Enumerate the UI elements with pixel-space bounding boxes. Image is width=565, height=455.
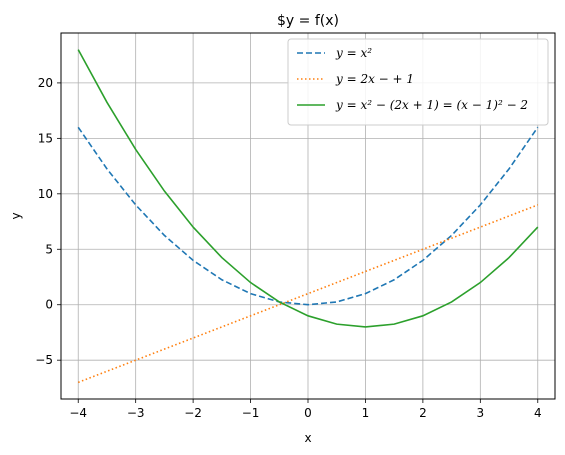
y-axis-ticks: −5 0 5 10 15 20	[35, 76, 61, 367]
legend-label-difference: y = x² − (2x + 1) = (x − 1)² − 2	[335, 98, 528, 112]
y-tick-label: 10	[38, 187, 53, 201]
x-tick-label: 3	[477, 406, 485, 420]
y-tick-label: 20	[38, 76, 53, 90]
x-tick-label: 0	[304, 406, 312, 420]
chart-title: $y = f(x)	[277, 13, 339, 29]
x-tick-label: −3	[127, 406, 145, 420]
y-axis-label: y	[9, 212, 23, 219]
y-tick-label: 15	[38, 131, 53, 145]
series-line-1	[77, 126, 539, 306]
y-tick-label: 5	[45, 242, 53, 256]
x-axis-label: x	[304, 431, 311, 445]
legend-box	[287, 38, 549, 126]
x-tick-label: 2	[419, 406, 427, 420]
legend: y = x² y = 2x − + 1 y = x² − (2x + 1) = …	[287, 38, 549, 126]
y-tick-label: −5	[35, 353, 53, 367]
series-group	[77, 49, 539, 384]
legend-label-linear: y = 2x − + 1	[335, 72, 414, 86]
legend-label-x-squared: y = x²	[335, 46, 372, 60]
x-tick-label: 1	[362, 406, 370, 420]
x-tick-label: 4	[534, 406, 542, 420]
x-tick-label: −2	[184, 406, 202, 420]
x-tick-label: −1	[242, 406, 260, 420]
x-axis-ticks: −4 −3 −2 −1 0 1 2 3 4	[69, 399, 542, 420]
y-tick-label: 0	[45, 298, 53, 312]
x-tick-label: −4	[69, 406, 87, 420]
series-line-3	[77, 49, 539, 328]
